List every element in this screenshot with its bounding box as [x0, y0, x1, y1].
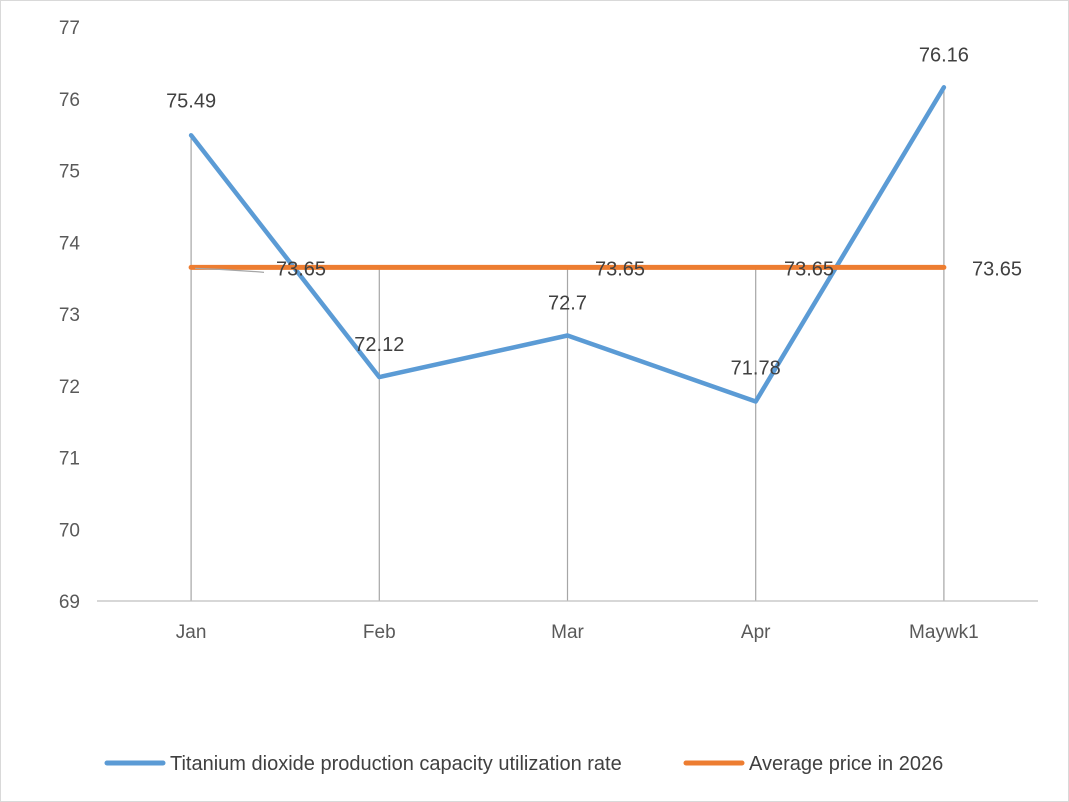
series-1-data-label: 72.7	[548, 293, 587, 315]
y-tick-label: 71	[59, 449, 80, 470]
series-line-1	[188, 85, 947, 404]
series-2-data-label: 73.65	[276, 258, 326, 280]
y-tick-label: 69	[59, 592, 80, 613]
y-axis-ticks: 69 70 71 72 73 74 75 76 77	[59, 18, 81, 613]
series-1-data-label: 72.12	[354, 334, 404, 356]
y-tick-label: 77	[59, 18, 80, 39]
x-tick-label: Feb	[363, 622, 396, 643]
series-lines	[188, 85, 947, 404]
series-1-data-label: 76.16	[919, 44, 969, 66]
y-tick-label: 70	[59, 520, 80, 541]
series-1-data-label: 71.78	[731, 358, 781, 380]
x-tick-label: Maywk1	[909, 622, 979, 643]
data-labels: 75.49 72.12 72.7 71.78 76.16 73.65 73.65 73.65 7…	[166, 44, 1022, 379]
series-2-data-label: 73.65	[972, 258, 1022, 280]
drop-lines	[190, 87, 945, 601]
y-tick-label: 75	[59, 162, 80, 183]
y-tick-label: 72	[59, 377, 80, 398]
y-tick-label: 76	[59, 90, 80, 111]
x-tick-label: Apr	[741, 622, 771, 643]
legend-label-1: Titanium dioxide production capacity uti…	[170, 753, 622, 775]
x-tick-label: Jan	[176, 622, 207, 643]
legend: Titanium dioxide production capacity uti…	[104, 753, 943, 775]
legend-label-2: Average price in 2026	[749, 753, 943, 775]
y-tick-label: 74	[59, 233, 81, 254]
leader-line	[195, 267, 265, 273]
y-tick-label: 73	[59, 305, 80, 326]
x-axis-ticks: Jan Feb Mar Apr Maywk1	[176, 622, 979, 643]
series-1-data-label: 75.49	[166, 90, 216, 112]
series-2-data-label: 73.65	[595, 258, 645, 280]
x-tick-label: Mar	[551, 622, 584, 643]
label-leader-lines	[195, 267, 265, 273]
series-2-data-label: 73.65	[784, 258, 834, 280]
